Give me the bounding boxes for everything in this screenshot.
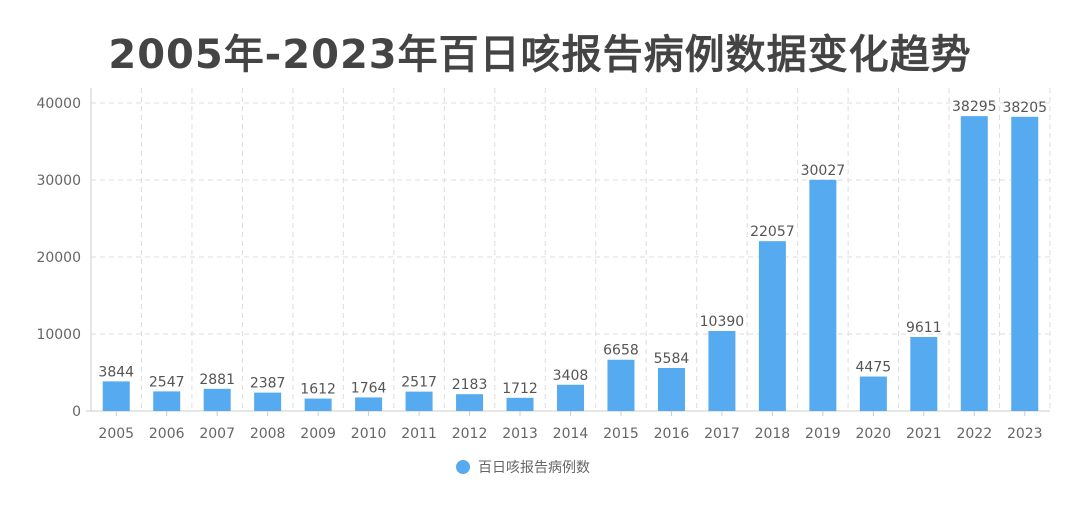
chart-title: 2005年-2023年百日咳报告病例数据变化趋势 xyxy=(108,32,972,78)
bar xyxy=(405,391,433,411)
x-tick-label: 2012 xyxy=(452,426,488,442)
bar xyxy=(1011,116,1039,411)
data-label: 3844 xyxy=(98,364,134,380)
y-tick-label: 10000 xyxy=(36,327,81,343)
x-tick-label: 2014 xyxy=(553,426,589,442)
bar xyxy=(304,398,332,411)
x-tick-label: 2018 xyxy=(755,426,791,442)
data-label: 1764 xyxy=(351,380,387,396)
x-tick-label: 2011 xyxy=(401,426,437,442)
x-tick-label: 2017 xyxy=(704,426,740,442)
y-tick-label: 20000 xyxy=(36,250,81,266)
bar xyxy=(254,392,282,411)
data-label: 2387 xyxy=(250,376,286,392)
bar xyxy=(102,381,130,411)
data-label: 5584 xyxy=(654,351,690,367)
data-label: 6658 xyxy=(603,343,639,359)
x-tick-label: 2019 xyxy=(805,426,841,442)
bar xyxy=(809,179,837,411)
data-label: 22057 xyxy=(750,224,795,240)
bar xyxy=(910,336,938,411)
bar xyxy=(456,394,484,411)
bar xyxy=(758,241,786,411)
data-label: 38205 xyxy=(1002,100,1047,116)
data-label: 9611 xyxy=(906,320,942,336)
x-tick-label: 2022 xyxy=(956,426,992,442)
data-label: 2517 xyxy=(401,375,437,391)
x-tick-label: 2023 xyxy=(1007,426,1043,442)
x-tick-label: 2016 xyxy=(654,426,690,442)
bar xyxy=(859,376,887,411)
bar xyxy=(708,330,736,411)
data-label: 3408 xyxy=(553,368,589,384)
x-tick-label: 2006 xyxy=(149,426,185,442)
data-label: 2183 xyxy=(452,377,488,393)
x-tick-label: 2007 xyxy=(199,426,235,442)
data-label: 38295 xyxy=(952,99,997,115)
legend-label: 百日咳报告病例数 xyxy=(478,460,590,476)
bar xyxy=(153,391,181,411)
bar xyxy=(203,388,231,411)
bar xyxy=(506,397,534,411)
bar xyxy=(355,397,383,411)
data-label: 2881 xyxy=(199,372,235,388)
data-label: 4475 xyxy=(856,360,892,376)
data-label: 1612 xyxy=(300,382,336,398)
bar xyxy=(607,359,635,411)
bar xyxy=(960,116,988,411)
data-label: 10390 xyxy=(700,314,745,330)
x-tick-label: 2013 xyxy=(502,426,538,442)
data-label: 2547 xyxy=(149,374,185,390)
bar xyxy=(657,368,685,411)
x-tick-label: 2009 xyxy=(300,426,336,442)
x-tick-label: 2005 xyxy=(98,426,134,442)
x-tick-label: 2010 xyxy=(351,426,387,442)
data-label: 1712 xyxy=(502,381,538,397)
bar xyxy=(557,384,584,411)
x-tick-label: 2021 xyxy=(906,426,942,442)
y-tick-label: 40000 xyxy=(36,96,81,112)
x-tick-label: 2008 xyxy=(250,426,286,442)
x-tick-label: 2015 xyxy=(603,426,639,442)
data-label: 30027 xyxy=(801,163,846,179)
y-tick-label: 30000 xyxy=(36,173,81,189)
legend-marker xyxy=(456,460,470,474)
y-tick-label: 0 xyxy=(72,404,81,420)
x-tick-label: 2020 xyxy=(856,426,892,442)
